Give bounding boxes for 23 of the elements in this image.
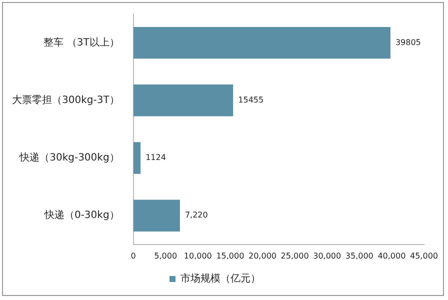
x-tick-label: 25,000 [280, 251, 309, 260]
legend-label: 市场规模（亿元） [180, 272, 260, 285]
x-tick-label: 5,000 [154, 251, 178, 260]
data-label: 39805 [395, 38, 421, 47]
data-label: 1124 [146, 153, 166, 162]
bar [133, 26, 390, 59]
y-tick-label: 大票零担（300kg-3T） [12, 94, 120, 106]
bar [133, 84, 234, 116]
x-tick-label: 40,000 [378, 251, 406, 260]
x-tick-label: 30,000 [313, 251, 342, 260]
x-tick-label: 20,000 [248, 251, 277, 260]
x-tick-label: 10,000 [184, 251, 212, 260]
data-label: 7,220 [184, 210, 208, 220]
y-tick-label: 快递（0-30kg） [43, 209, 120, 222]
x-tick-label: 0 [130, 251, 136, 260]
bar [133, 142, 141, 174]
x-tick-label: 45,000 [410, 251, 438, 260]
data-label: 15455 [238, 95, 264, 104]
bar [133, 200, 180, 232]
y-tick-label: 整车 （3T以上） [44, 36, 120, 48]
x-tick-label: 35,000 [345, 251, 374, 260]
y-tick-label: 快递（30kg-300kg） [18, 152, 120, 164]
x-tick-label: 15,000 [216, 251, 244, 260]
